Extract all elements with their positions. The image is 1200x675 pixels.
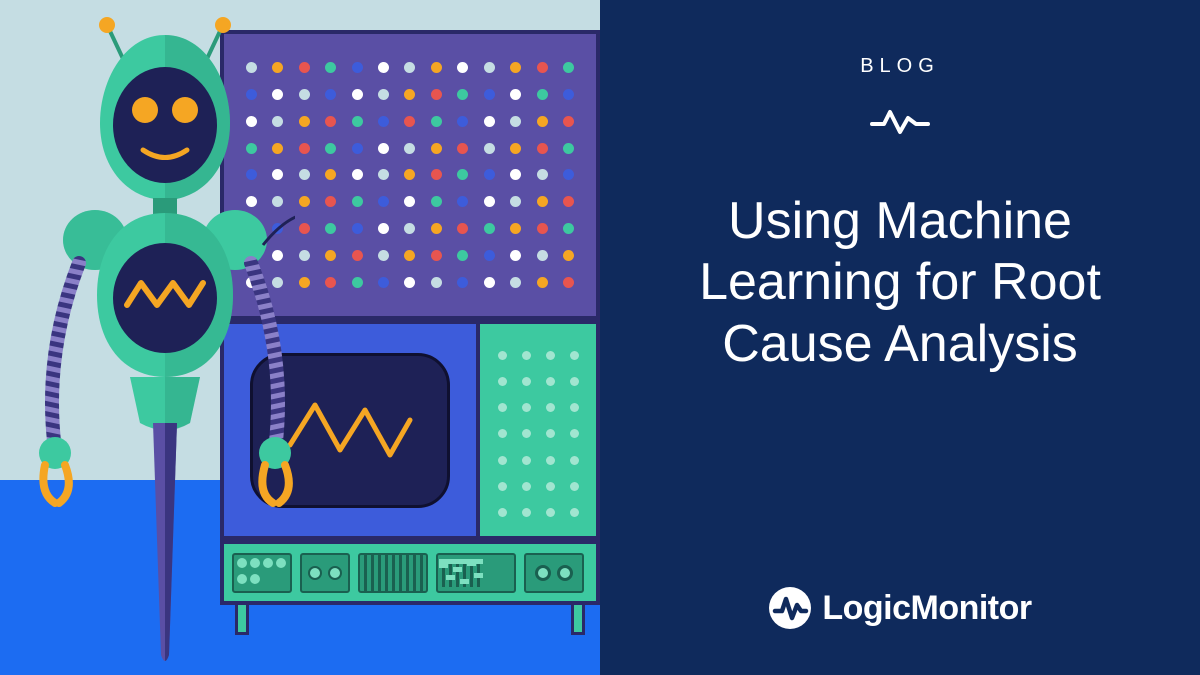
content-panel: BLOG Using Machine Learning for Root Cau… — [600, 0, 1200, 675]
control-tape — [524, 553, 584, 593]
control-sliders — [436, 553, 516, 593]
brand-name: LogicMonitor — [822, 589, 1031, 628]
category-label: BLOG — [860, 55, 940, 78]
waveform-icon — [285, 390, 415, 470]
pulse-icon — [870, 106, 930, 136]
headline: Using Machine Learning for Root Cause An… — [600, 191, 1200, 375]
brand-lockup: LogicMonitor — [768, 586, 1031, 630]
control-vent — [358, 553, 428, 593]
control-knobs — [300, 553, 350, 593]
small-dot-grid — [490, 342, 586, 526]
illustration-panel — [0, 0, 600, 675]
brand-logo-icon — [768, 586, 812, 630]
robot-illustration — [35, 5, 295, 675]
small-dot-panel — [480, 320, 600, 540]
